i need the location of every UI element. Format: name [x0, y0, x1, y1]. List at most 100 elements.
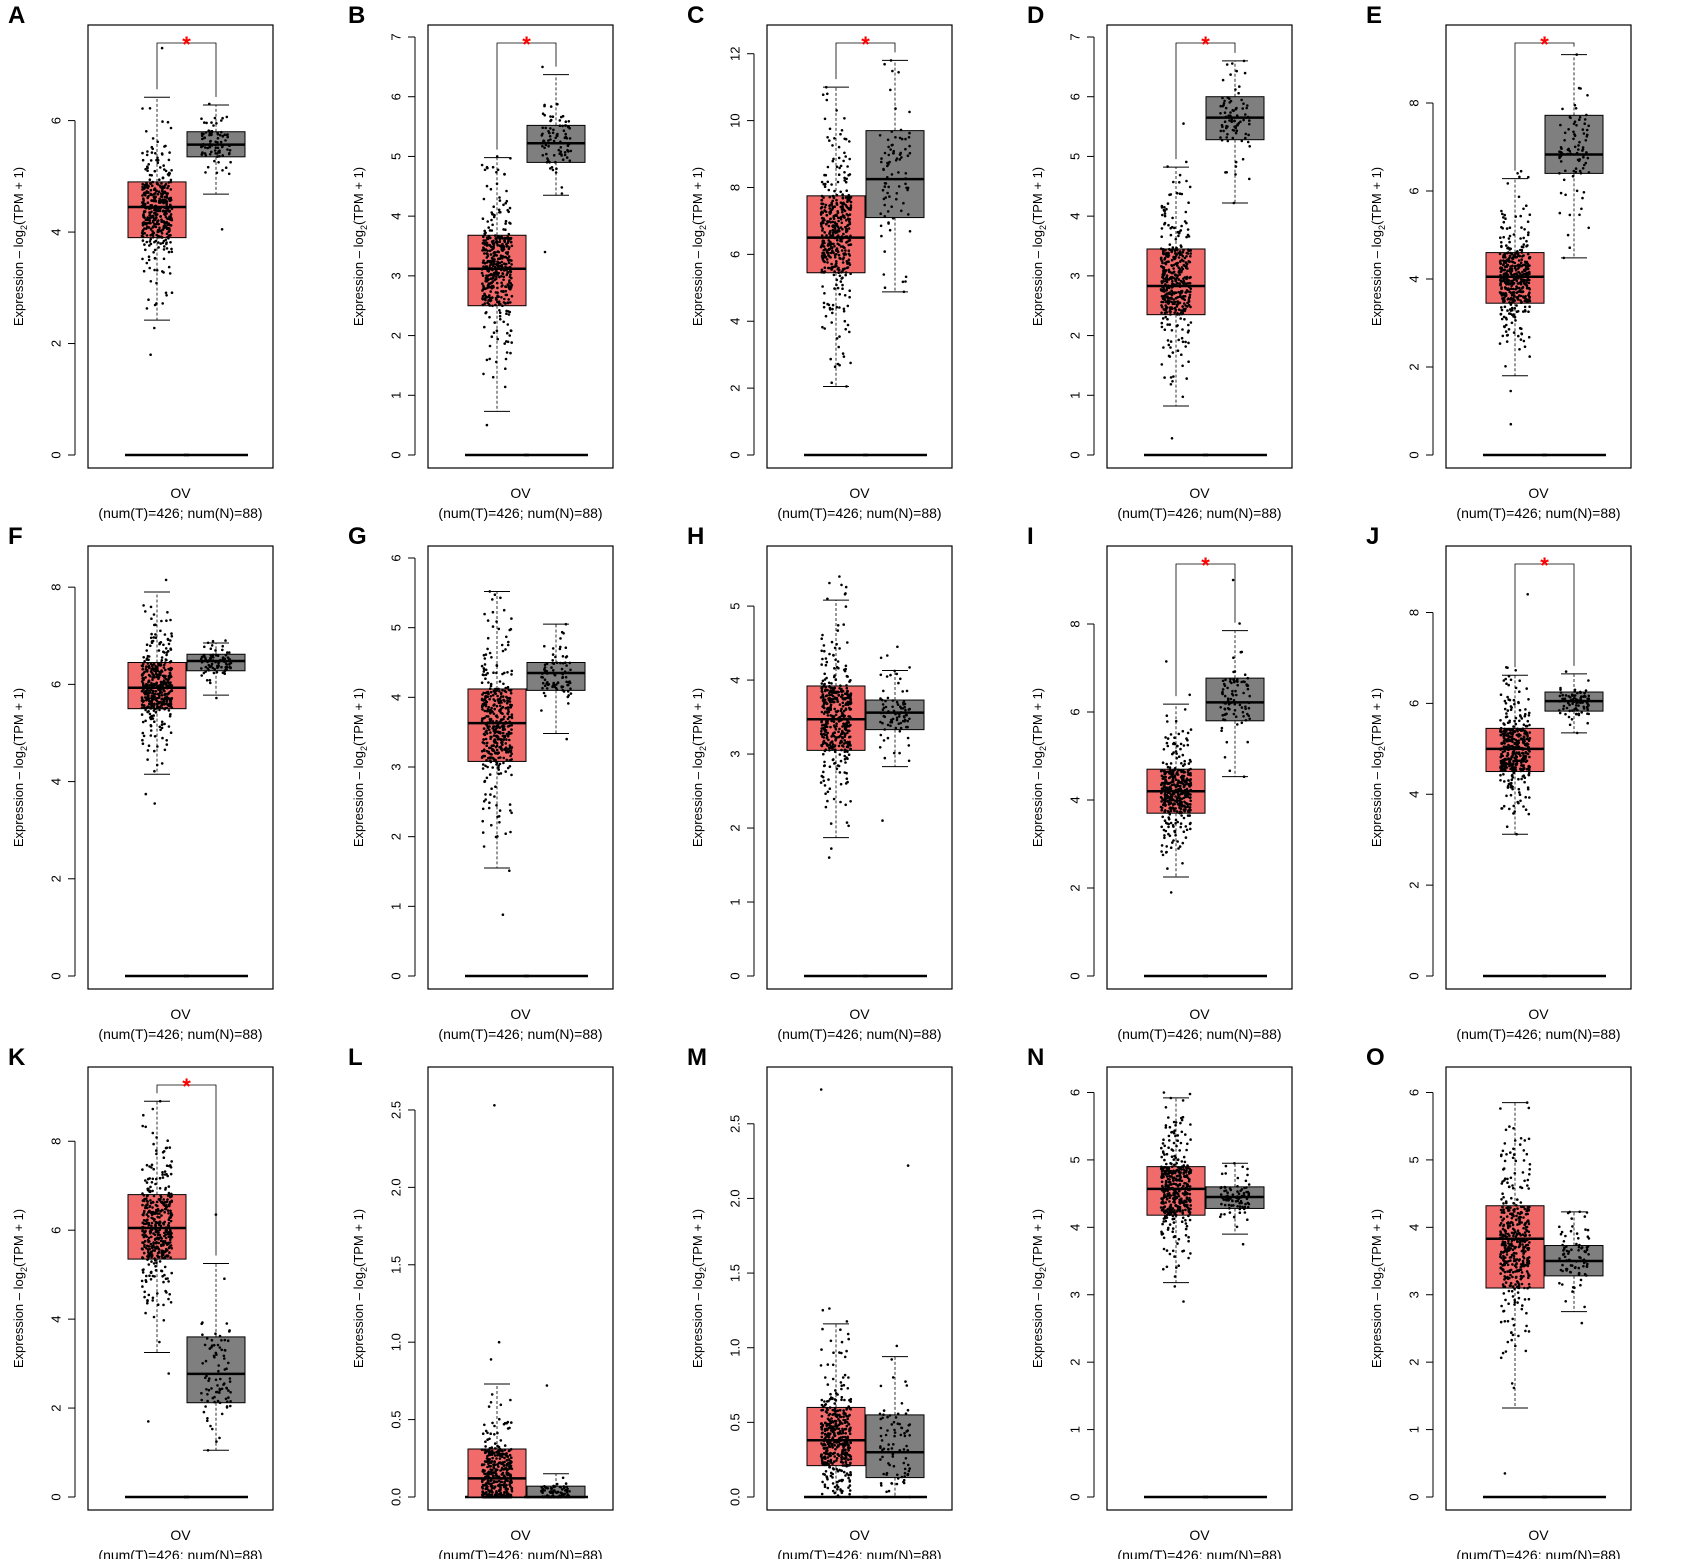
tumor-point	[508, 233, 511, 236]
tumor-point	[834, 365, 837, 368]
tumor-point	[1504, 217, 1507, 220]
normal-point	[1234, 127, 1237, 130]
tumor-point	[1168, 287, 1171, 290]
normal-point	[1564, 132, 1567, 135]
tumor-point	[849, 239, 852, 242]
tumor-point	[1186, 829, 1189, 832]
tumor-point	[1160, 784, 1163, 787]
x-tick-label: OV	[849, 485, 870, 501]
tumor-point	[1528, 336, 1531, 339]
y-axis-title: Expression – log2(TPM + 1)	[351, 167, 369, 326]
tumor-point	[1500, 292, 1503, 295]
tumor-point	[1174, 301, 1177, 304]
tumor-point	[847, 825, 850, 828]
tumor-point	[152, 640, 155, 643]
tumor-point	[849, 744, 852, 747]
tumor-point	[147, 694, 150, 697]
tumor-point	[1167, 339, 1170, 342]
tumor-point	[820, 222, 823, 225]
tumor-point	[1525, 204, 1528, 207]
tumor-point	[486, 766, 489, 769]
normal-point	[1244, 113, 1247, 116]
tumor-point	[1517, 252, 1520, 255]
tumor-point	[507, 644, 510, 647]
tumor-point	[1163, 376, 1166, 379]
tumor-point	[826, 720, 829, 723]
tumor-point	[825, 748, 828, 751]
tumor-point	[1511, 274, 1514, 277]
normal-point	[903, 291, 906, 294]
tumor-point	[1160, 265, 1163, 268]
tumor-point	[849, 235, 852, 238]
tumor-point	[482, 373, 485, 376]
tumor-point	[510, 812, 513, 815]
tumor-point	[830, 252, 833, 255]
tumor-point	[1187, 201, 1190, 204]
tumor-point	[509, 803, 512, 806]
tumor-point	[839, 684, 842, 687]
tumor-point	[1177, 349, 1180, 352]
tumor-point	[146, 187, 149, 190]
tumor-point	[149, 182, 152, 185]
tumor-point	[1188, 304, 1191, 307]
tumor-point	[1511, 322, 1514, 325]
normal-point	[205, 666, 208, 669]
tumor-point	[1175, 752, 1178, 755]
tumor-point	[488, 294, 491, 297]
tumor-point	[1171, 282, 1174, 285]
y-tick-label: 2	[727, 385, 742, 392]
normal-point	[569, 687, 572, 690]
tumor-point	[1172, 781, 1175, 784]
tumor-point	[1177, 235, 1180, 238]
normal-point	[209, 679, 212, 682]
tumor-point	[825, 211, 828, 214]
tumor-point	[1164, 308, 1167, 311]
tumor-point	[831, 266, 834, 269]
tumor-point	[483, 198, 486, 201]
tumor-point	[826, 744, 829, 747]
tumor-point	[489, 590, 492, 593]
tumor-point	[169, 619, 172, 622]
tumor-point	[849, 800, 852, 803]
tumor-point	[496, 155, 499, 158]
tumor-point	[151, 233, 154, 236]
tumor-point	[153, 663, 156, 666]
tumor-point	[496, 282, 499, 285]
tumor-point	[166, 247, 169, 250]
tumor-point	[1177, 792, 1180, 795]
tumor-point	[847, 305, 850, 308]
tumor-point	[149, 213, 152, 216]
tumor-point	[507, 267, 510, 270]
normal-point	[542, 682, 545, 685]
tumor-point	[508, 739, 511, 742]
tumor-point	[492, 611, 495, 614]
tumor-point	[1170, 762, 1173, 765]
tumor-point	[160, 192, 163, 195]
normal-point	[1233, 679, 1236, 682]
tumor-point	[1182, 122, 1185, 125]
tumor-point	[1185, 161, 1188, 164]
tumor-point	[838, 173, 841, 176]
tumor-point	[505, 738, 508, 741]
tumor-point	[141, 677, 144, 680]
tumor-point	[825, 86, 828, 89]
tumor-point	[845, 708, 848, 711]
tumor-point	[493, 331, 496, 334]
tumor-point	[1526, 298, 1529, 301]
tumor-point	[498, 196, 501, 199]
normal-point	[1587, 227, 1590, 230]
normal-point	[879, 212, 882, 215]
tumor-point	[510, 724, 513, 727]
tumor-point	[485, 653, 488, 656]
tumor-point	[1164, 328, 1167, 331]
normal-point	[879, 697, 882, 700]
tumor-point	[839, 191, 842, 194]
tumor-point	[482, 304, 485, 307]
tumor-point	[1529, 213, 1532, 216]
tumor-point	[157, 193, 160, 196]
tumor-point	[846, 230, 849, 233]
normal-point	[1233, 120, 1236, 123]
tumor-point	[1502, 335, 1505, 338]
tumor-point	[146, 165, 149, 168]
